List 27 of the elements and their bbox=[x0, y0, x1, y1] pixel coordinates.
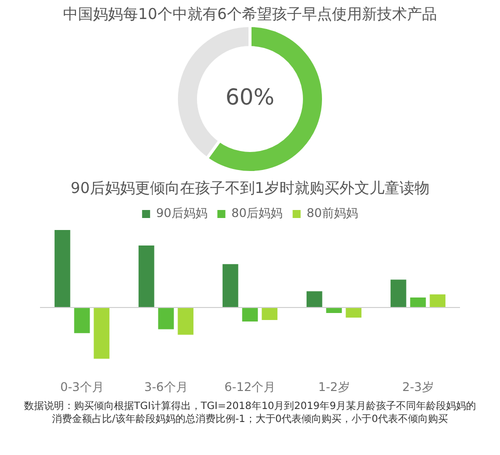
x-tick-label: 1-2岁 bbox=[318, 380, 350, 394]
bar bbox=[306, 291, 322, 308]
x-tick-label: 3-6个月 bbox=[144, 380, 188, 394]
bar bbox=[242, 308, 258, 322]
bar bbox=[178, 308, 194, 335]
bar bbox=[326, 308, 342, 313]
legend-label: 80后妈妈 bbox=[231, 206, 283, 220]
bar bbox=[390, 280, 406, 308]
x-tick-label: 6-12个月 bbox=[224, 380, 276, 394]
bar bbox=[74, 308, 90, 334]
x-tick-label: 0-3个月 bbox=[60, 380, 104, 394]
bar bbox=[262, 308, 278, 320]
bar bbox=[346, 308, 362, 318]
bar bbox=[430, 294, 446, 308]
bar bbox=[54, 230, 70, 308]
legend-label: 80前妈妈 bbox=[306, 206, 358, 220]
text: 数据说明：购买倾向根据TGI计算得出，TGI=2018年10月到2019年9月某月龄孩子不同年龄段妈妈的消费金额占比/该年龄段妈妈的总消费比例-1；大于0代表倾向购买，小于0代表不倾向购买 bbox=[23, 400, 477, 426]
chart-title: 中国妈妈每10个中就有6个希望孩子早点使用新技术产品 bbox=[62, 4, 438, 24]
legend-label: 90后妈妈 bbox=[156, 206, 208, 220]
data-label: 60% bbox=[226, 86, 274, 111]
x-tick-label: 2-3岁 bbox=[402, 380, 434, 394]
bar bbox=[222, 264, 238, 308]
chart-title: 90后妈妈更倾向在孩子不到1岁时就购买外文儿童读物 bbox=[70, 178, 430, 198]
bar bbox=[410, 297, 426, 308]
bar bbox=[138, 246, 154, 308]
bar bbox=[158, 308, 174, 330]
bar bbox=[94, 308, 110, 359]
